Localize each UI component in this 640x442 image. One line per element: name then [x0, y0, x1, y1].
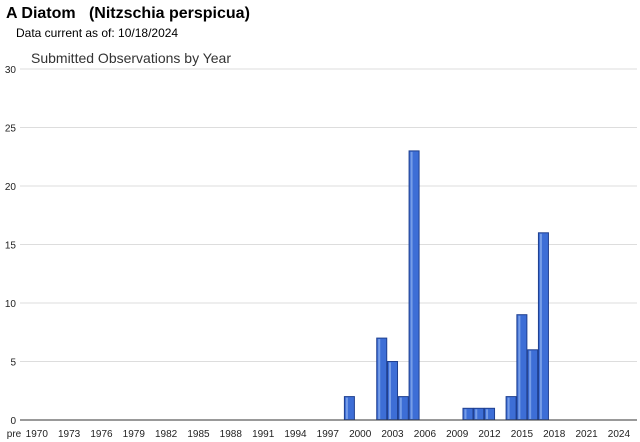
- x-tick-label: 2003: [381, 429, 404, 440]
- x-tick-label: 2024: [608, 429, 631, 440]
- x-tick-label: 1973: [58, 429, 81, 440]
- x-tick-label: 1982: [155, 429, 178, 440]
- bar-highlight: [464, 409, 467, 419]
- bar-highlight: [410, 151, 413, 419]
- x-tick-label: 2015: [511, 429, 534, 440]
- bar-highlight: [486, 409, 489, 419]
- y-tick-label: 30: [5, 65, 17, 76]
- y-tick-label: 20: [5, 182, 17, 193]
- y-axis-ticks: 0 5 10 15 20 25 30: [5, 65, 17, 427]
- x-tick-label: 2000: [349, 429, 372, 440]
- y-tick-label: 5: [10, 358, 16, 369]
- bar-highlight: [389, 362, 392, 419]
- x-axis-ticks: pre 1970 1973 1976 1979 1982 1985 1988 1991 1994 1…: [7, 429, 631, 440]
- y-tick-label: 15: [5, 241, 17, 252]
- x-tick-label: 2009: [446, 429, 469, 440]
- x-tick-label: 1979: [123, 429, 146, 440]
- bar-highlight: [475, 409, 478, 419]
- bar-highlight: [378, 339, 381, 419]
- x-tick-label: 1997: [317, 429, 340, 440]
- x-tick-label: 2021: [575, 429, 598, 440]
- x-tick-label: 1976: [90, 429, 113, 440]
- bar-highlight: [539, 233, 542, 419]
- chart-title: Submitted Observations by Year: [31, 50, 231, 66]
- bar-highlight: [518, 315, 521, 419]
- x-tick-label: 1985: [187, 429, 210, 440]
- bar-highlight: [345, 397, 348, 419]
- x-tick-label: 2012: [478, 429, 501, 440]
- x-tick-label: 1970: [26, 429, 49, 440]
- data-current-note: Data current as of: 10/18/2024: [16, 26, 179, 40]
- x-tick-label: 2006: [414, 429, 437, 440]
- x-tick-label: 2018: [543, 429, 566, 440]
- x-tick-label: 1988: [220, 429, 243, 440]
- species-title: A Diatom (Nitzschia perspicua): [6, 5, 250, 22]
- x-tick-label: pre: [7, 429, 22, 440]
- x-tick-label: 1994: [284, 429, 307, 440]
- x-tick-label: 1991: [252, 429, 275, 440]
- bars: [343, 150, 549, 421]
- y-tick-label: 0: [10, 416, 16, 427]
- y-tick-label: 10: [5, 299, 17, 310]
- bar-highlight: [529, 350, 532, 419]
- bar-highlight: [399, 397, 402, 419]
- bar-highlight: [507, 397, 510, 419]
- y-tick-label: 25: [5, 124, 17, 135]
